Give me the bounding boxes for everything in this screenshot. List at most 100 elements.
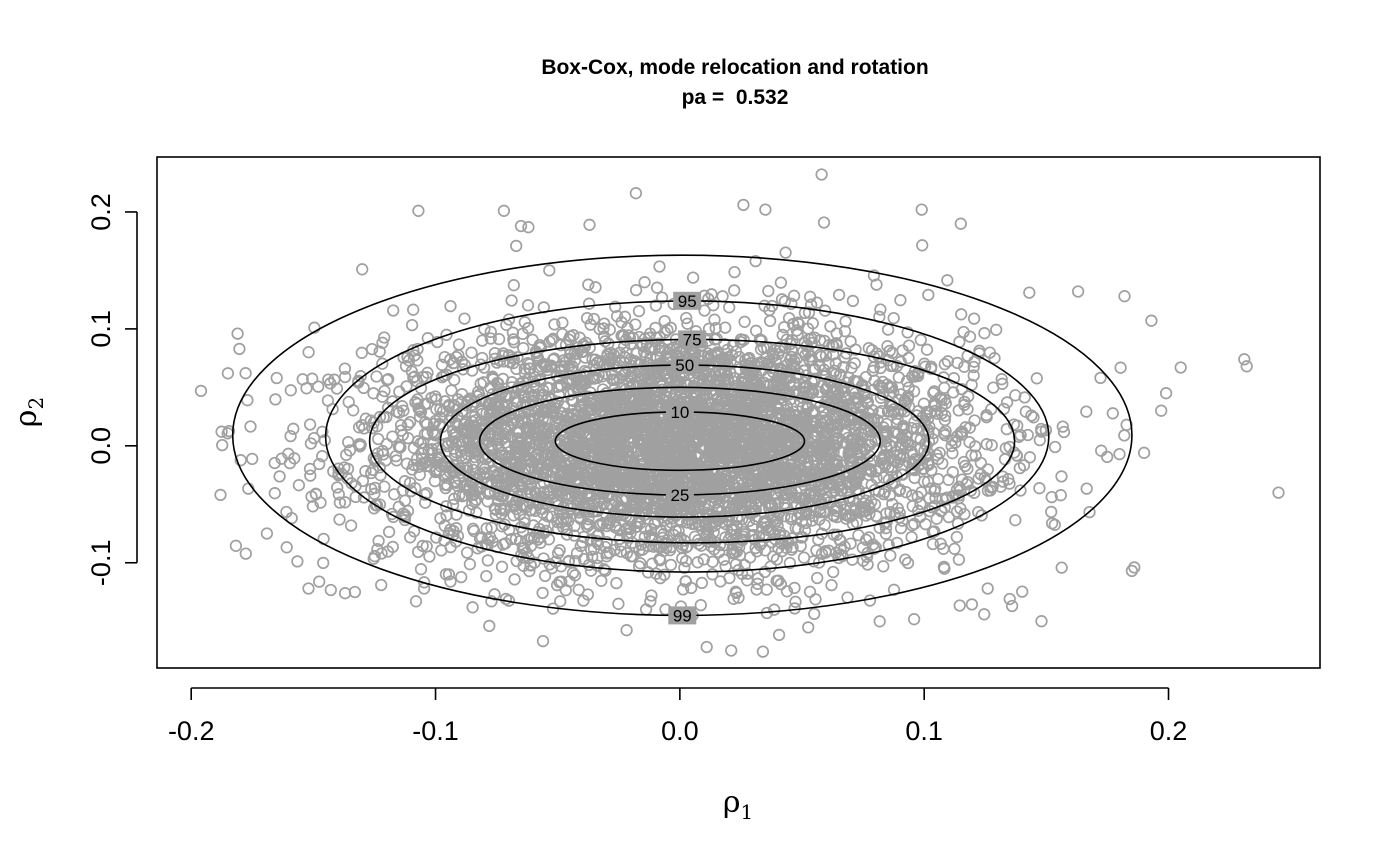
data-point (365, 342, 379, 356)
data-point (471, 433, 484, 447)
data-point (516, 327, 529, 340)
data-point (378, 331, 391, 344)
data-point (466, 419, 479, 433)
data-point (495, 388, 508, 401)
data-point (917, 462, 930, 475)
data-point (512, 463, 525, 477)
data-point (574, 512, 587, 526)
data-point (705, 288, 718, 301)
data-point (604, 444, 617, 457)
data-point (394, 419, 408, 432)
data-point (975, 509, 988, 522)
data-point (507, 352, 520, 366)
data-point (458, 312, 471, 325)
data-point (893, 483, 907, 496)
data-point (624, 337, 637, 351)
data-point (476, 351, 489, 365)
data-point (790, 324, 803, 337)
data-point (321, 394, 335, 407)
data-point (765, 299, 779, 313)
data-point (914, 497, 927, 511)
data-point (772, 574, 785, 587)
data-point (681, 448, 695, 461)
data-point (617, 400, 630, 414)
data-point (881, 340, 894, 353)
data-point (596, 516, 610, 530)
data-point (763, 502, 776, 515)
chart-title: Box-Cox, mode relocation and rotation (541, 56, 928, 79)
data-point (636, 543, 649, 556)
data-point (484, 381, 497, 394)
data-point (772, 541, 785, 555)
data-point (804, 298, 818, 311)
data-point (1048, 518, 1061, 531)
data-point (929, 491, 942, 505)
data-point (817, 505, 830, 518)
data-point (638, 276, 651, 289)
data-point (564, 482, 577, 495)
data-point (949, 436, 962, 449)
data-point (890, 536, 904, 550)
data-point (762, 355, 776, 368)
data-point (795, 440, 809, 453)
data-point (666, 460, 680, 474)
data-point (694, 598, 707, 612)
data-point (490, 469, 504, 482)
data-point (702, 322, 716, 335)
data-point (414, 563, 428, 576)
data-point (407, 371, 420, 384)
data-point (837, 385, 850, 398)
data-point (518, 366, 532, 380)
data-point (610, 310, 624, 323)
data-point (528, 412, 541, 425)
data-point (706, 388, 719, 401)
data-point (507, 279, 520, 292)
data-point (1118, 429, 1131, 442)
data-point (858, 497, 871, 510)
data-point (446, 357, 460, 370)
data-point (574, 380, 587, 393)
data-point (862, 531, 876, 544)
data-point (306, 372, 319, 385)
data-point (499, 423, 512, 436)
data-point (799, 508, 813, 521)
data-point (221, 367, 235, 380)
data-point (858, 416, 872, 430)
data-point (580, 311, 594, 325)
data-point (430, 403, 443, 416)
data-point (382, 372, 395, 386)
data-point (466, 497, 479, 511)
data-point (511, 396, 524, 409)
data-point (914, 333, 927, 347)
data-point (313, 575, 326, 588)
data-point (333, 513, 346, 526)
data-point (836, 549, 849, 563)
data-point (418, 427, 432, 441)
data-point (758, 565, 772, 579)
data-point (819, 349, 833, 362)
data-point (576, 442, 590, 455)
data-point (938, 381, 951, 394)
data-point (1014, 428, 1027, 442)
data-point (440, 328, 453, 341)
data-point (532, 364, 545, 377)
data-point (727, 432, 741, 445)
data-point (595, 574, 608, 587)
data-point (950, 530, 963, 544)
data-point (625, 367, 638, 380)
data-point (954, 502, 967, 515)
data-point (831, 459, 844, 472)
data-point (504, 475, 518, 488)
data-point (536, 586, 549, 600)
data-point (433, 464, 446, 477)
data-point (706, 447, 719, 460)
data-point (824, 442, 837, 455)
data-point (776, 473, 790, 487)
data-point (618, 310, 632, 323)
data-point (832, 288, 846, 302)
data-point (373, 461, 386, 474)
data-point (661, 534, 674, 547)
data-point (779, 404, 792, 417)
data-point (915, 486, 928, 499)
data-point (512, 409, 525, 423)
